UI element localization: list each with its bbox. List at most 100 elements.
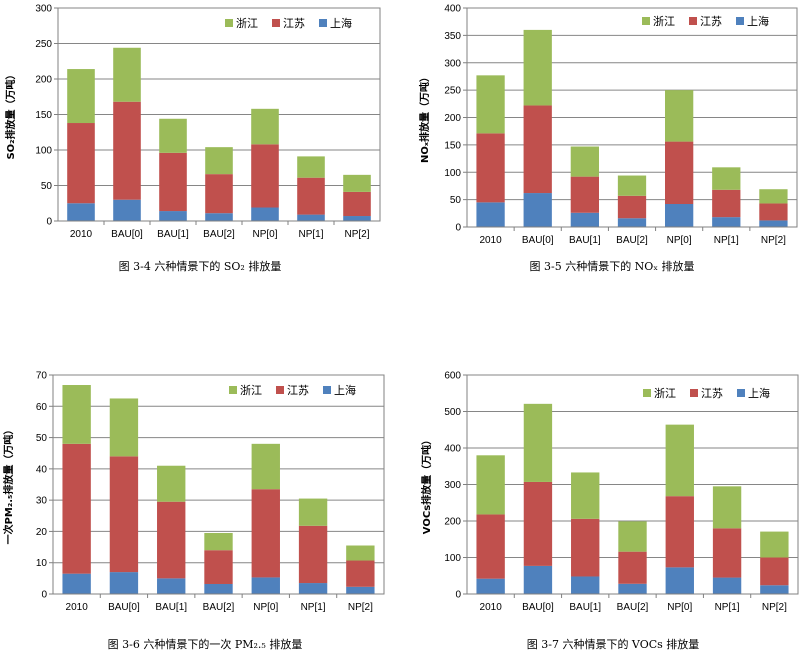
x-tick-label: NP[0] — [667, 602, 692, 613]
bar-segment-jiangsu — [523, 481, 553, 566]
bar-segment-jiangsu — [251, 144, 279, 208]
bar-segment-shanghai — [618, 583, 647, 594]
bar-segment-zhejiang — [712, 167, 741, 190]
bar-segment-jiangsu — [251, 489, 280, 578]
x-tick-label: BAU[2] — [203, 229, 235, 240]
legend-swatch-zhejiang — [225, 19, 233, 27]
x-tick-label: 2010 — [480, 602, 503, 613]
x-tick-label: BAU[1] — [157, 229, 189, 240]
bar-segment-jiangsu — [67, 123, 95, 204]
legend-swatch-shanghai — [319, 19, 327, 27]
legend-label-jiangsu: 江苏 — [700, 15, 722, 28]
bar-segment-jiangsu — [298, 525, 328, 584]
bar-segment-zhejiang — [157, 465, 186, 502]
bar-segment-shanghai — [523, 565, 553, 594]
bar-segment-shanghai — [205, 213, 233, 221]
x-tick-label: BAU[0] — [522, 235, 554, 246]
bar-segment-jiangsu — [712, 528, 742, 578]
legend-label-zhejiang: 浙江 — [654, 387, 676, 400]
bar-segment-zhejiang — [571, 472, 600, 519]
bar-segment-zhejiang — [343, 174, 371, 192]
legend-label-jiangsu: 江苏 — [701, 387, 723, 400]
y-tick-label: 300 — [35, 4, 52, 15]
chart-panel-3: 0 10 20 30 40 50 60 70 2010 BAU[0] BAU[1] BAU[2] NP[… — [2, 371, 385, 651]
figure-caption: 图 3-6 六种情景下的一次 PM₂.₅ 排放量 — [108, 637, 303, 651]
y-tick-label: 40 — [36, 464, 48, 475]
bar-segment-shanghai — [113, 199, 141, 221]
x-tick-label: BAU[0] — [522, 602, 554, 613]
bar-segment-shanghai — [712, 217, 741, 227]
y-tick-label: 200 — [444, 113, 461, 124]
x-tick-label: BAU[1] — [569, 235, 601, 246]
y-tick-label: 500 — [444, 407, 461, 418]
legend-swatch-shanghai — [323, 386, 331, 394]
bar-segment-shanghai — [204, 583, 233, 594]
y-tick-label: 0 — [455, 590, 461, 601]
bar-segment-zhejiang — [665, 90, 694, 142]
x-tick-label: NP[2] — [762, 602, 787, 613]
bar-segment-jiangsu — [665, 496, 694, 568]
bar-segment-jiangsu — [476, 133, 505, 203]
bar-segment-jiangsu — [204, 550, 233, 584]
bar-segment-shanghai — [67, 203, 95, 221]
bar-segment-zhejiang — [759, 189, 788, 204]
bar-segment-shanghai — [617, 218, 647, 227]
x-tick-label: NP[1] — [298, 229, 323, 240]
y-tick-label: 50 — [41, 181, 53, 192]
bar-segment-zhejiang — [712, 486, 742, 529]
y-axis-title: VOCs排放量（万吨） — [420, 435, 433, 534]
bar-segment-zhejiang — [760, 531, 789, 558]
bar-segment-zhejiang — [298, 498, 328, 526]
y-tick-label: 70 — [36, 371, 48, 382]
bar-segment-shanghai — [343, 216, 371, 221]
bar-segment-zhejiang — [204, 532, 233, 551]
x-tick-label: BAU[2] — [203, 602, 235, 613]
y-tick-label: 100 — [35, 146, 52, 157]
x-tick-label: BAU[1] — [569, 602, 601, 613]
y-tick-label: 100 — [444, 553, 461, 564]
x-tick-label: NP[1] — [714, 235, 739, 246]
legend-label-zhejiang: 浙江 — [653, 15, 675, 28]
y-tick-label: 50 — [450, 195, 462, 206]
x-tick-label: 2010 — [66, 602, 89, 613]
y-tick-label: 150 — [35, 110, 52, 121]
y-axis-title: SO₂排放量（万吨） — [4, 69, 17, 159]
legend-swatch-shanghai — [737, 389, 745, 397]
y-tick-label: 30 — [36, 496, 48, 507]
bar-segment-zhejiang — [523, 403, 553, 482]
bar-segment-shanghai — [571, 576, 600, 594]
bar-segment-jiangsu — [570, 176, 599, 213]
bar-segment-shanghai — [62, 573, 91, 594]
y-tick-label: 250 — [35, 39, 52, 50]
x-tick-label: 2010 — [479, 235, 502, 246]
legend-label-shanghai: 上海 — [748, 386, 770, 400]
bar-segment-jiangsu — [618, 551, 647, 584]
chart-panel-4: 0 100 200 300 400 500 600 2010 BAU[0] BAU[1] BAU[2… — [420, 371, 799, 651]
bar-segment-zhejiang — [617, 175, 647, 196]
x-tick-label: NP[1] — [715, 602, 740, 613]
legend-label-zhejiang: 浙江 — [236, 17, 258, 30]
y-tick-label: 60 — [36, 402, 48, 413]
x-tick-label: BAU[1] — [155, 602, 187, 613]
y-tick-label: 50 — [36, 433, 48, 444]
x-tick-label: NP[2] — [761, 235, 786, 246]
bar-segment-zhejiang — [570, 146, 599, 177]
x-tick-label: BAU[2] — [616, 235, 648, 246]
bar-segment-zhejiang — [67, 69, 95, 124]
bar-segment-jiangsu — [523, 105, 552, 194]
bar-segment-zhejiang — [205, 147, 233, 175]
bar-segment-jiangsu — [665, 141, 694, 205]
bar-segment-shanghai — [298, 583, 328, 594]
legend-label-zhejiang: 浙江 — [240, 384, 262, 397]
y-tick-label: 0 — [455, 223, 461, 234]
bar-segment-jiangsu — [205, 174, 233, 214]
legend-label-shanghai: 上海 — [334, 383, 356, 397]
y-tick-label: 100 — [444, 168, 461, 179]
bar-segment-jiangsu — [113, 101, 141, 200]
bar-segment-shanghai — [476, 202, 505, 227]
legend-label-shanghai: 上海 — [330, 16, 352, 30]
y-tick-label: 400 — [444, 4, 461, 15]
legend-swatch-jiangsu — [689, 17, 697, 25]
x-tick-label: NP[0] — [667, 235, 692, 246]
